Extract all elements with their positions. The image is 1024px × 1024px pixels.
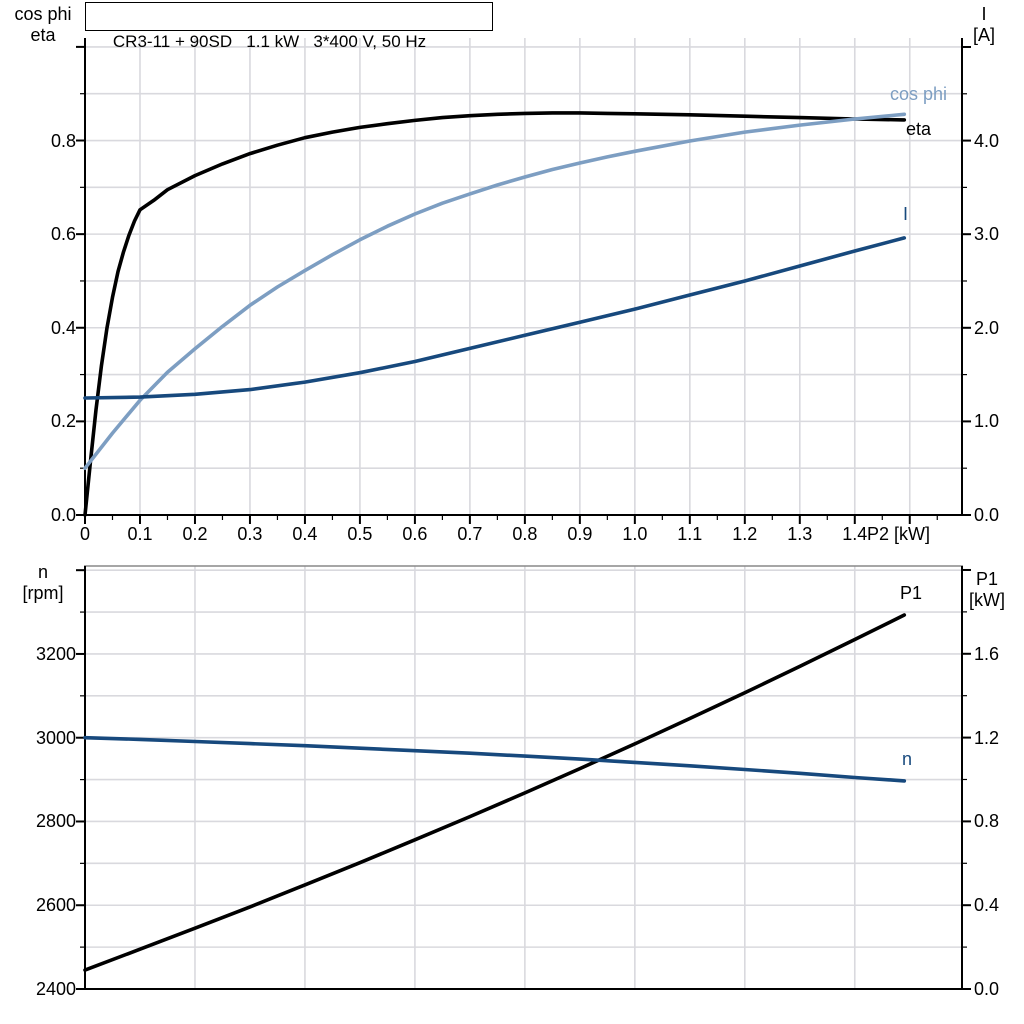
curve-n	[83, 735, 907, 783]
x-tick-label: 0.8	[512, 524, 538, 544]
x-tick-label: 1.2	[732, 524, 758, 544]
y-left-tick-label: 0.6	[50, 224, 76, 245]
axis-title-p1: P1	[975, 569, 999, 589]
y-left-tick-label: 0.4	[50, 317, 76, 338]
axis-title-eta: eta	[30, 25, 56, 45]
bottom-left-axis-title: n [rpm]	[6, 562, 80, 604]
top-left-axis-title: cos phi eta	[6, 4, 80, 46]
curve-cos-phi	[83, 112, 907, 470]
chart-title-box: CR3-11 + 90SD 1.1 kW 3*400 V, 50 Hz	[85, 2, 493, 51]
y-right-tick-label: 1.6	[974, 643, 1000, 664]
x-tick-label: 0.2	[182, 524, 208, 544]
axis-title-current: I	[981, 4, 987, 24]
curve-P1	[83, 613, 907, 972]
y-right-tick-label: 1.0	[974, 411, 1000, 432]
curve-label-current: I	[903, 204, 909, 224]
y-left-tick-label: 2400	[35, 979, 76, 999]
curve-I	[83, 236, 907, 400]
curve-eta	[83, 111, 907, 517]
y-right-tick-label: 0.8	[974, 811, 1000, 832]
bottom-right-axis-title: P1 [kW]	[956, 569, 1018, 611]
axis-title-cos-phi: cos phi	[14, 4, 72, 24]
x-tick-label: 0	[79, 524, 91, 544]
x-tick-label: 0.4	[292, 524, 318, 544]
y-right-tick-label: 0.0	[974, 979, 1000, 999]
y-left-tick-label: 2600	[35, 895, 76, 916]
y-left-tick-label: 0.8	[50, 130, 76, 151]
curve-label-p1: P1	[900, 583, 923, 603]
x-tick-label: 0.5	[347, 524, 373, 544]
curve-label-n: n	[902, 749, 913, 769]
y-right-tick-label: 0.0	[974, 505, 1000, 525]
curve-label-eta: eta	[906, 119, 932, 139]
x-tick-label: 1.3	[787, 524, 813, 544]
axis-title-speed: n	[37, 562, 48, 582]
axis-title-current-unit: [A]	[972, 25, 995, 45]
x-tick-label: 0.9	[567, 524, 593, 544]
curve-label-cos-phi: cos phi	[890, 84, 948, 104]
y-right-tick-label: 4.0	[974, 130, 1000, 151]
axis-title-speed-unit: [rpm]	[22, 583, 64, 603]
x-tick-label: 0.7	[457, 524, 483, 544]
y-right-tick-label: 2.0	[974, 317, 1000, 338]
y-right-tick-label: 3.0	[974, 224, 1000, 245]
x-tick-label: 1.4	[842, 524, 868, 544]
x-tick-label: 1.0	[622, 524, 648, 544]
x-axis-unit-label: P2 [kW]	[867, 524, 931, 544]
y-left-tick-label: 3200	[35, 643, 76, 664]
x-tick-label: 1.1	[677, 524, 703, 544]
top-right-axis-title: I [A]	[954, 4, 1014, 46]
axis-title-p1-unit: [kW]	[969, 590, 1005, 610]
y-left-tick-label: 0.2	[50, 411, 76, 432]
x-tick-label: 0.6	[402, 524, 428, 544]
y-right-tick-label: 0.4	[974, 895, 1000, 916]
y-left-tick-label: 0.0	[50, 505, 76, 525]
chart-title: CR3-11 + 90SD 1.1 kW 3*400 V, 50 Hz	[112, 32, 427, 51]
y-left-tick-label: 2800	[35, 811, 76, 832]
y-left-tick-label: 3000	[35, 727, 76, 748]
y-right-tick-label: 1.2	[974, 727, 1000, 748]
x-tick-label: 0.1	[127, 524, 153, 544]
x-tick-label: 0.3	[237, 524, 263, 544]
